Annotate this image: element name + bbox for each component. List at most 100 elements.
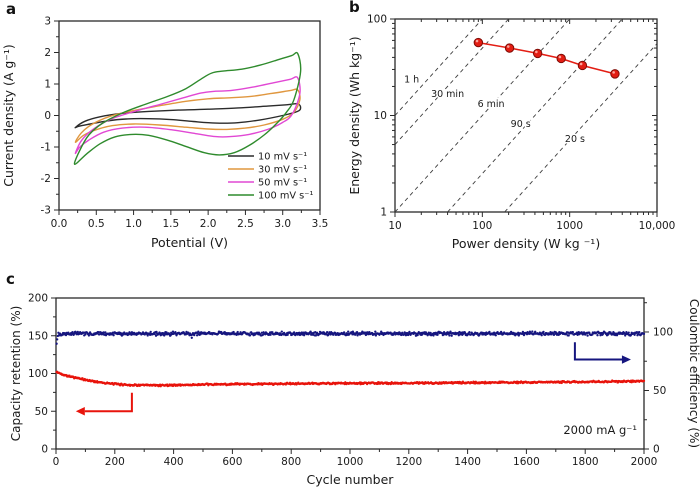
x-tick-label: 2.5 [237, 218, 254, 230]
panel-c-label: c [6, 270, 15, 288]
data-dot [633, 333, 636, 336]
data-dot [280, 330, 283, 333]
data-dot [70, 333, 73, 336]
data-dot [542, 330, 545, 334]
data-dot [560, 381, 563, 385]
right-y-tick-label: 0 [653, 444, 660, 456]
left-y-tick-label: 150 [28, 330, 48, 342]
data-dot [445, 333, 448, 336]
right-y-tick-label: 100 [653, 326, 673, 338]
capacity-axis-arrow [84, 392, 133, 413]
data-dot [540, 334, 543, 337]
series-Capacity-retention [55, 370, 646, 388]
data-dot [521, 330, 525, 334]
data-dot [636, 333, 640, 336]
data-dot [642, 332, 646, 336]
x-tick-label: 0 [53, 456, 60, 468]
time-guide-1-h [394, 18, 483, 116]
time-guide-6-min [394, 18, 571, 213]
data-dot [528, 330, 532, 333]
efficiency-axis-arrow [573, 342, 622, 361]
time-guide-90-s [447, 18, 623, 213]
panel-c-cycling-chart: 0 200 400 600 800 1000 1200 1400 1600 1800 2000050… [9, 293, 700, 488]
data-dot [599, 334, 602, 337]
data-point-highlight [579, 62, 583, 66]
data-dot [432, 334, 435, 337]
data-dot [534, 330, 537, 333]
x-tick-label: 1600 [513, 456, 540, 468]
data-dot [374, 334, 378, 337]
x-tick-label: 3.0 [274, 218, 291, 230]
y-tick-label: 10 [374, 110, 387, 122]
data-dot [248, 334, 252, 337]
right-y-axis-title: Coulombic efficiency (%) [687, 299, 700, 448]
data-dot [531, 330, 534, 333]
x-tick-label: 1.5 [163, 218, 180, 230]
data-dot [84, 333, 87, 336]
y-tick-label: 1 [380, 207, 387, 219]
data-dot [591, 333, 594, 336]
x-tick-label: 1400 [454, 456, 481, 468]
data-dot [269, 333, 272, 336]
data-dot [442, 330, 446, 334]
data-point [504, 43, 515, 53]
data-dot [289, 332, 292, 335]
series-Coulombic-efficiency [55, 330, 646, 345]
data-dot [355, 331, 359, 334]
x-axis-title: Cycle number [307, 472, 395, 487]
time-guide-label: 30 min [431, 89, 464, 100]
data-dot [57, 331, 60, 334]
x-axis-title: Potential (V) [151, 235, 228, 250]
y-axis-title: Current density (A g⁻¹) [1, 44, 16, 187]
data-point [577, 60, 588, 71]
data-dot [112, 334, 115, 337]
x-tick-label: 400 [164, 456, 184, 468]
x-tick-label: 1000 [556, 220, 583, 232]
data-dot [120, 334, 124, 337]
data-point [532, 48, 543, 59]
plot-box [394, 18, 658, 213]
x-tick-label: 100 [472, 220, 492, 232]
data-dot [55, 342, 58, 345]
data-dot [195, 334, 199, 337]
y-tick-label: -2 [41, 173, 51, 185]
data-dot [302, 334, 306, 337]
data-dot [163, 334, 166, 337]
data-dot [286, 333, 289, 336]
current-density-annotation: 2000 mA g⁻¹ [563, 423, 637, 437]
x-tick-label: 0.5 [88, 218, 105, 230]
legend-label: 30 mV s⁻¹ [258, 165, 307, 176]
data-dot [87, 334, 91, 337]
data-point-highlight [558, 55, 562, 59]
y-tick-label: -1 [41, 142, 51, 154]
y-tick-label: 3 [44, 16, 51, 28]
left-y-axis-title: Capacity retention (%) [9, 306, 23, 442]
data-dot [232, 330, 235, 334]
data-dot [97, 331, 100, 334]
data-dot [627, 331, 630, 334]
data-point [556, 53, 566, 64]
data-dot [567, 334, 570, 337]
data-dot [450, 334, 453, 337]
data-dot [494, 334, 497, 337]
panel-a-label: a [6, 0, 17, 18]
panel-b-label: b [349, 0, 360, 16]
data-dot [380, 330, 383, 333]
y-tick-label: -3 [41, 205, 51, 217]
legend-label: 10 mV s⁻¹ [258, 152, 307, 163]
ragone-line [478, 41, 616, 75]
data-dot [368, 330, 371, 334]
time-guide-label: 20 s [565, 134, 585, 145]
x-tick-label: 2.0 [200, 218, 217, 230]
y-tick-label: 1 [44, 79, 51, 91]
data-point-highlight [506, 45, 510, 48]
panel-a-cv-chart: 0.0 0.5 1.0 1.5 2.0 2.5 3.0 3.5 -3 -2 -1 0 1 2 3 Potent… [1, 16, 328, 251]
data-dot [190, 336, 193, 339]
y-tick-label: 0 [44, 110, 51, 122]
data-dot [448, 334, 451, 337]
data-dot [314, 330, 317, 334]
data-dot [408, 330, 411, 334]
panel-a-plot: 0.0 0.5 1.0 1.5 2.0 2.5 3.0 3.5 -3 -2 -1 0 1 2 3 Potent… [1, 16, 328, 251]
